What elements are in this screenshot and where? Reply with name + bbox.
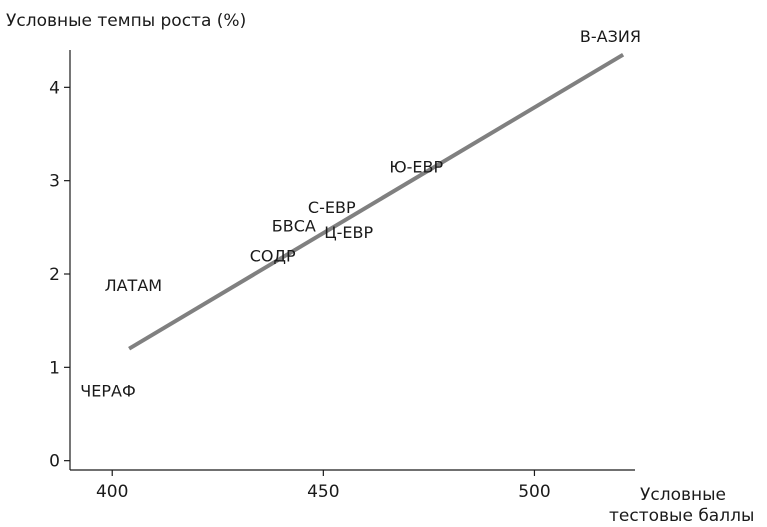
region-point-label: БВСА: [272, 216, 316, 235]
y-tick-label: 4: [49, 78, 60, 98]
y-tick-label: 2: [49, 265, 60, 285]
trend-line: [128, 52, 625, 351]
region-point-label: ЛАТАМ: [105, 276, 163, 295]
y-axis-ticks: 0 1 2 3 4: [49, 78, 70, 472]
x-tick-label: 400: [96, 482, 128, 502]
y-tick-label: 0: [49, 452, 60, 472]
x-tick-label: 500: [518, 482, 550, 502]
y-axis-title: Условные темпы роста (%): [6, 11, 246, 31]
region-point-label: СОДР: [250, 246, 296, 265]
x-axis-title-line-1: Условные: [640, 485, 726, 505]
region-point-label: С-ЕВР: [308, 198, 356, 217]
y-tick-label: 1: [49, 358, 60, 378]
y-tick-label: 3: [49, 172, 60, 192]
x-axis-ticks: 400 450 500: [96, 470, 551, 502]
region-point-label: Ц-ЕВР: [324, 223, 373, 242]
region-point-label: ЧЕРАФ: [80, 382, 135, 401]
region-point-label: Ю-ЕВР: [389, 158, 443, 177]
x-tick-label: 450: [307, 482, 339, 502]
x-axis-title-line-2: тестовые баллы: [609, 506, 754, 526]
region-point-label: В-АЗИЯ: [580, 27, 641, 46]
point-labels: В-АЗИЯ Ю-ЕВР С-ЕВР Ц-ЕВР БВСА СОДР ЛАТАМ ЧЕРАФ: [80, 27, 641, 401]
